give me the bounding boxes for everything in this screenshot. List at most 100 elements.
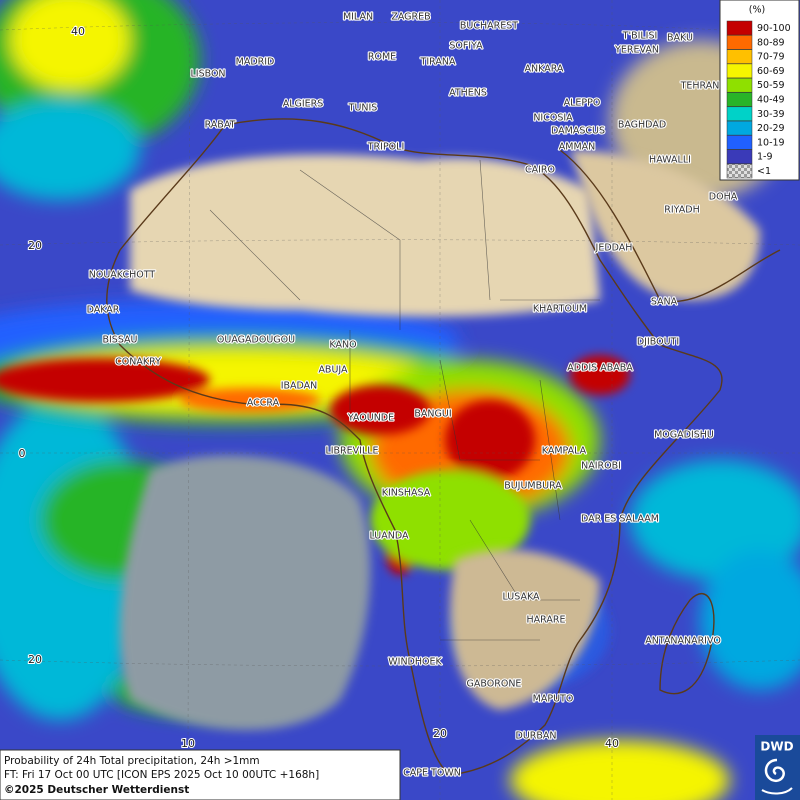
legend-label: 60-69	[757, 66, 785, 77]
city-label: DJIBOUTI	[637, 337, 679, 348]
city-label: YEREVAN	[614, 45, 659, 56]
city-label: ACCRA	[247, 398, 280, 409]
city-label: MADRID	[236, 57, 275, 68]
borders	[209, 159, 600, 641]
city-label: ADDIS ABABA	[567, 363, 633, 374]
city-label: MOGADISHU	[654, 430, 714, 441]
legend-swatch	[726, 35, 753, 50]
latitude-label: 0	[19, 447, 26, 460]
city-label: AMMAN	[559, 142, 596, 153]
legend-swatch	[726, 49, 753, 64]
longitude-label: 40	[605, 737, 619, 750]
city-label: LUANDA	[369, 531, 409, 542]
latitude-label: 20	[28, 239, 42, 252]
latitude-label: 20	[28, 653, 42, 666]
city-label: ALGIERS	[283, 99, 324, 110]
city-label: SOFIYA	[449, 41, 483, 52]
legend-label: 10-19	[757, 137, 785, 148]
city-label: IBADAN	[281, 381, 318, 392]
legend-swatch	[726, 135, 753, 150]
city-label: ANKARA	[525, 64, 564, 75]
city-label: TRIPOLI	[367, 142, 405, 153]
city-label: JEDDAH	[595, 243, 633, 254]
footer-line: FT: Fri 17 Oct 00 UTC [ICON EPS 2025 Oct…	[4, 769, 319, 781]
legend-label: 1-9	[757, 152, 773, 163]
city-label: DAMASCUS	[551, 126, 605, 137]
longitude-label: 10	[181, 737, 195, 750]
city-label: GABORONE	[467, 679, 522, 690]
logo-text: DWD	[760, 740, 793, 754]
city-label: ALEPPO	[564, 98, 601, 109]
legend-swatch	[726, 106, 753, 122]
city-label: BUCHAREST	[460, 21, 518, 32]
footer-line: Probability of 24h Total precipitation, …	[4, 755, 260, 767]
longitude-label: 20	[433, 727, 447, 740]
city-label: NOUAKCHOTT	[89, 270, 156, 281]
city-label: WINDHOEK	[388, 657, 442, 668]
city-label: DOHA	[709, 192, 738, 203]
city-label: KINSHASA	[382, 488, 431, 499]
city-label: DAR ES SALAAM	[581, 514, 659, 525]
city-label: TEHRAN	[680, 81, 720, 92]
city-label: CAPE TOWN	[403, 768, 461, 779]
city-label: NICOSIA	[533, 113, 573, 124]
legend-label: <1	[757, 166, 771, 177]
city-label: LIBREVILLE	[325, 446, 378, 457]
city-label: DURBAN	[516, 731, 557, 742]
legend-label: 80-89	[757, 37, 785, 48]
city-label: KANO	[329, 340, 356, 351]
legend-label: 50-59	[757, 80, 785, 91]
footer-line: ©2025 Deutscher Wetterdienst	[4, 784, 189, 796]
dwd-logo: DWD	[755, 735, 800, 800]
city-label: NAIROBI	[581, 461, 621, 472]
city-label: CONAKRY	[115, 357, 161, 368]
city-label: LISBON	[190, 69, 225, 80]
legend-title: (%)	[749, 5, 765, 16]
legend-label: 70-79	[757, 52, 785, 63]
legend-swatch	[726, 163, 753, 179]
city-label: ABUJA	[318, 365, 348, 376]
city-label: HAWALLI	[649, 155, 691, 166]
city-label: OUAGADOUGOU	[217, 335, 295, 346]
city-label: SANA	[651, 297, 678, 308]
legend-swatch	[726, 77, 753, 93]
city-label: TUNIS	[348, 103, 378, 114]
city-label: HARARE	[527, 615, 566, 626]
legend-label: 20-29	[757, 123, 785, 134]
legend-swatch	[726, 63, 753, 79]
legend-swatch	[726, 92, 753, 107]
legend-label: 90-100	[757, 23, 791, 34]
legend-label: 40-49	[757, 95, 785, 106]
legend-swatch	[726, 20, 753, 36]
city-label: DAKAR	[87, 305, 120, 316]
city-label: BAGHDAD	[618, 120, 666, 131]
city-label: RABAT	[205, 120, 236, 131]
city-label: MAPUTO	[533, 694, 574, 705]
city-label: RIYADH	[664, 205, 699, 216]
city-labels: MILAN ZAGREB BUCHAREST T'BILISI BAKU YEREVAN R…	[85, 10, 738, 779]
city-label: ANTANANARIVO	[645, 636, 721, 647]
legend-swatch	[726, 149, 753, 164]
city-label: BUJUMBURA	[504, 481, 562, 492]
city-label: T'BILISI	[622, 31, 658, 42]
legend-swatch	[726, 120, 753, 136]
city-label: KAMPALA	[542, 446, 587, 457]
city-label: ZAGREB	[391, 12, 430, 23]
legend: (%) 90-100 80-89 70-79 60-69 50-59 40-49 30-39…	[719, 0, 800, 181]
city-label: TIRANA	[420, 57, 456, 68]
city-label: LUSAKA	[502, 592, 540, 603]
city-label: ROME	[368, 52, 396, 63]
city-label: BANGUI	[414, 409, 451, 420]
footer: Probability of 24h Total precipitation, …	[0, 749, 401, 800]
city-label: YAOUNDE	[347, 413, 394, 424]
city-label: BISSAU	[102, 335, 137, 346]
city-label: ATHENS	[449, 88, 487, 99]
legend-label: 30-39	[757, 109, 785, 120]
legend-items: 90-100 80-89 70-79 60-69 50-59 40-49 30-39 20-2…	[726, 20, 791, 179]
city-label: MILAN	[343, 12, 373, 23]
grid-labels: 40 20 0 20 10 20 40	[18, 24, 621, 751]
